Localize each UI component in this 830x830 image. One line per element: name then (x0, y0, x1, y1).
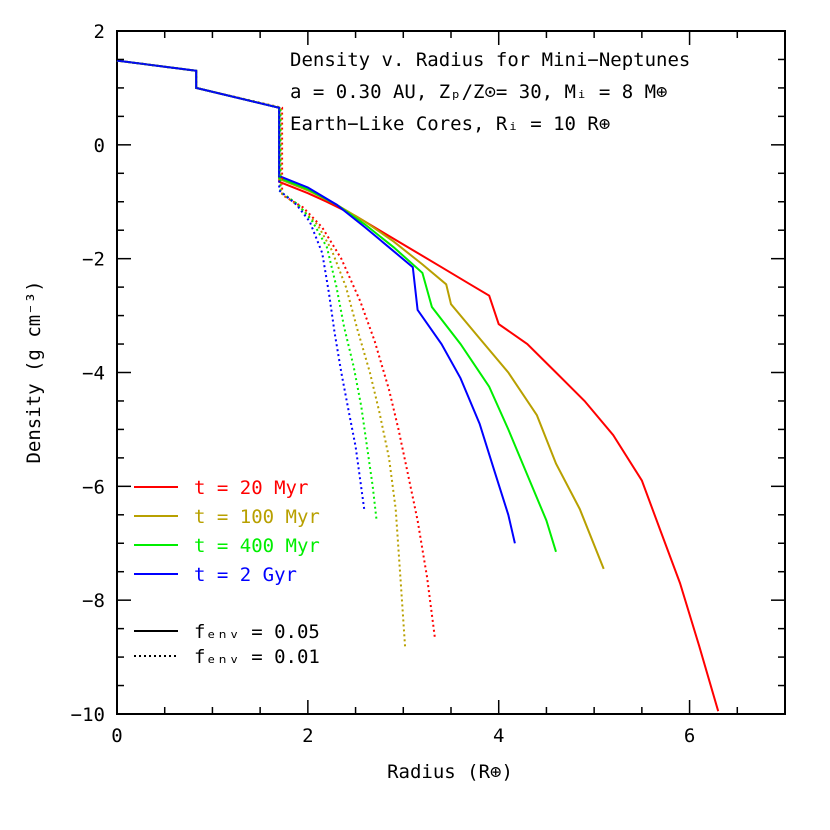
y-tick-label: 2 (94, 21, 105, 43)
x-tick-label: 0 (111, 725, 122, 747)
x-tick-label: 4 (493, 725, 504, 747)
legend-label-fenv-005: fₑₙᵥ = 0.05 (194, 621, 320, 643)
legend-label-fenv-001: fₑₙᵥ = 0.01 (194, 646, 320, 668)
chart-title: Density v. Radius for Mini−Neptunes a = … (290, 49, 690, 135)
legend-time: t = 20 Myr t = 100 Myr t = 400 Myr t = 2… (134, 477, 320, 586)
legend-label-20myr: t = 20 Myr (194, 477, 308, 499)
legend-style: fₑₙᵥ = 0.05 fₑₙᵥ = 0.01 (134, 621, 320, 668)
series-layer (116, 59, 720, 712)
series-line-4 (116, 59, 516, 544)
x-axis-label: Radius (R⊕) (387, 761, 513, 783)
legend-label-400myr: t = 400 Myr (194, 535, 320, 557)
title-line-3: Earth−Like Cores, Rᵢ = 10 R⊕ (290, 113, 610, 135)
y-tick-label: −8 (82, 590, 105, 612)
ticks-layer: 0 2 4 6 −10 −8 −6 −4 −2 0 2 (71, 21, 786, 747)
series-line-2 (116, 59, 605, 570)
title-line-2: a = 0.30 AU, Zₚ/Z⊙= 30, Mᵢ = 8 M⊕ (290, 81, 668, 103)
legend-label-2gyr: t = 2 Gyr (194, 564, 297, 586)
y-tick-label: −6 (82, 476, 105, 498)
series-line-1 (116, 59, 720, 712)
title-line-1: Density v. Radius for Mini−Neptunes (290, 49, 690, 71)
y-tick-label: −2 (82, 249, 105, 271)
y-axis-label: Density (g cm⁻³) (23, 280, 45, 463)
legend-label-100myr: t = 100 Myr (194, 506, 320, 528)
y-tick-label: −4 (82, 363, 105, 385)
x-tick-label: 2 (302, 725, 313, 747)
y-tick-label: −10 (71, 704, 105, 726)
series-line-8 (116, 59, 366, 510)
x-tick-label: 6 (684, 725, 695, 747)
y-tick-label: 0 (94, 135, 105, 157)
series-line-6 (116, 59, 407, 649)
